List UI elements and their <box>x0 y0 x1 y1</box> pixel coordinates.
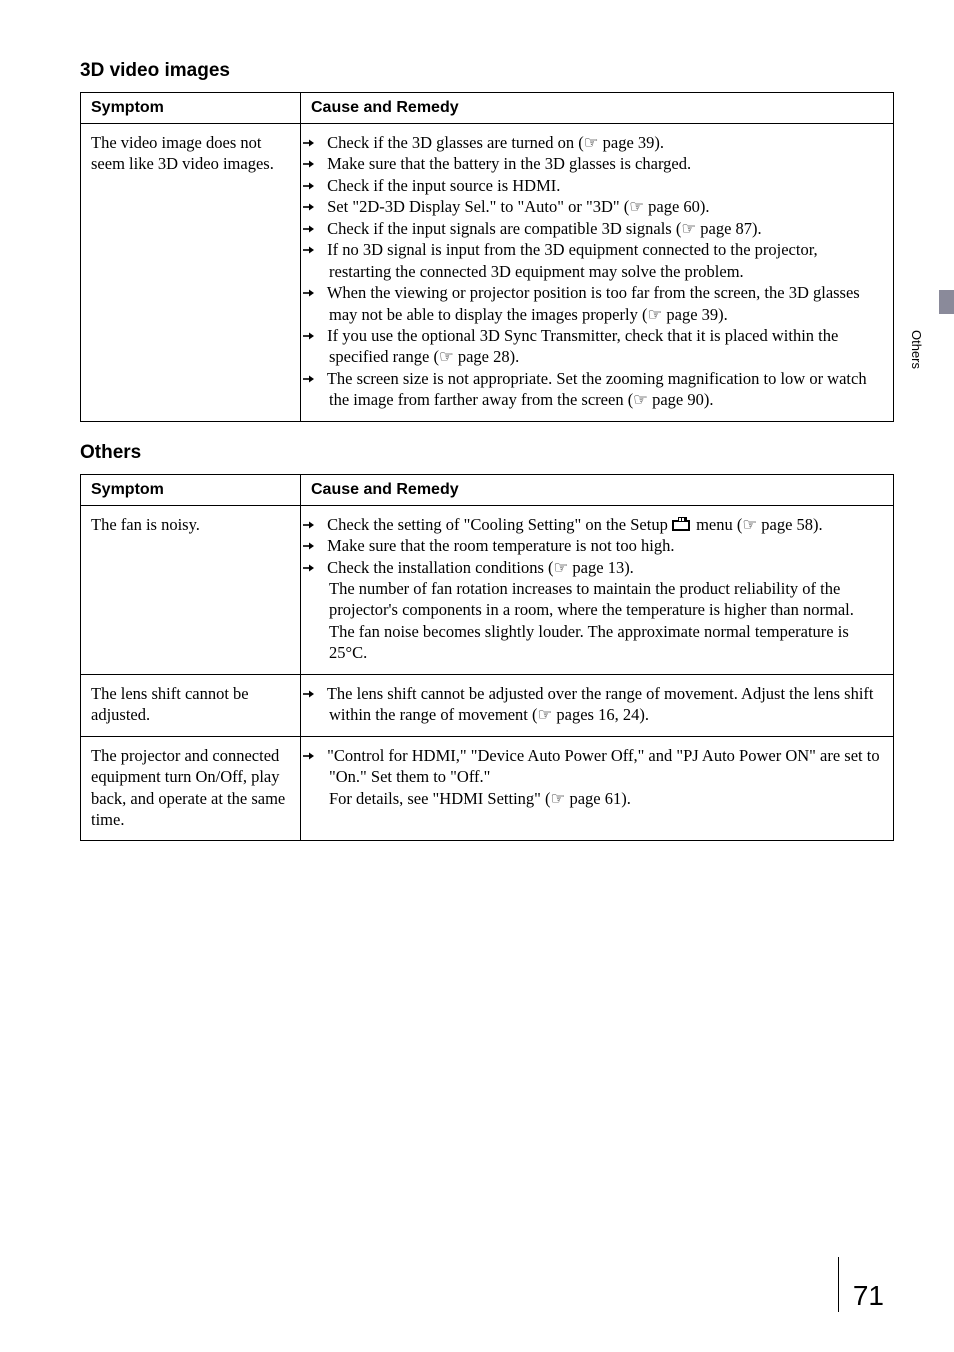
arrow-icon <box>311 196 323 217</box>
remedy-item: Check if the input signals are compatibl… <box>311 218 883 239</box>
remedy-item: Make sure that the battery in the 3D gla… <box>311 153 883 174</box>
section-title: Others <box>80 442 894 464</box>
arrow-icon <box>311 218 323 239</box>
remedy-item: The lens shift cannot be adjusted over t… <box>311 683 883 726</box>
remedy-item: Check if the input source is HDMI. <box>311 175 883 196</box>
symptom-cell: The projector and connected equipment tu… <box>81 736 301 841</box>
setup-icon <box>672 515 692 534</box>
section-title: 3D video images <box>80 60 894 82</box>
arrow-icon <box>311 325 323 346</box>
remedy-item: Make sure that the room temperature is n… <box>311 535 883 556</box>
table-row: The fan is noisy. Check the setting of "… <box>81 505 894 674</box>
remedy-item: If you use the optional 3D Sync Transmit… <box>311 325 883 368</box>
arrow-icon <box>311 282 323 303</box>
troubleshoot-table: SymptomCause and RemedyThe fan is noisy.… <box>80 474 894 842</box>
table-row: The lens shift cannot be adjusted. The l… <box>81 674 894 736</box>
arrow-icon <box>311 557 323 578</box>
remedy-item: Check if the 3D glasses are turned on (☞… <box>311 132 883 153</box>
remedy-item: The screen size is not appropriate. Set … <box>311 368 883 411</box>
remedy-cell: The lens shift cannot be adjusted over t… <box>301 674 894 736</box>
arrow-icon <box>311 132 323 153</box>
table-row: The video image does not seem like 3D vi… <box>81 124 894 422</box>
remedy-item: Check the installation conditions (☞ pag… <box>311 557 883 664</box>
arrow-icon <box>311 153 323 174</box>
remedy-item: If no 3D signal is input from the 3D equ… <box>311 239 883 282</box>
table-row: The projector and connected equipment tu… <box>81 736 894 841</box>
page-number-rule <box>838 1257 839 1312</box>
arrow-icon <box>311 175 323 196</box>
remedy-cell: Check if the 3D glasses are turned on (☞… <box>301 124 894 422</box>
remedy-item: "Control for HDMI," "Device Auto Power O… <box>311 745 883 809</box>
page-number: 71 <box>853 1280 884 1312</box>
arrow-icon <box>311 239 323 260</box>
symptom-cell: The video image does not seem like 3D vi… <box>81 124 301 422</box>
side-tab-label: Others <box>909 330 924 369</box>
troubleshoot-table: SymptomCause and RemedyThe video image d… <box>80 92 894 422</box>
side-accent-bar <box>939 290 954 314</box>
remedy-cell: "Control for HDMI," "Device Auto Power O… <box>301 736 894 841</box>
arrow-icon <box>311 745 323 766</box>
remedy-item: When the viewing or projector position i… <box>311 282 883 325</box>
col-header-symptom: Symptom <box>81 93 301 124</box>
col-header-symptom: Symptom <box>81 474 301 505</box>
arrow-icon <box>311 368 323 389</box>
symptom-cell: The lens shift cannot be adjusted. <box>81 674 301 736</box>
remedy-cell: Check the setting of "Cooling Setting" o… <box>301 505 894 674</box>
remedy-item: Check the setting of "Cooling Setting" o… <box>311 514 883 535</box>
col-header-remedy: Cause and Remedy <box>301 474 894 505</box>
arrow-icon <box>311 535 323 556</box>
arrow-icon <box>311 683 323 704</box>
col-header-remedy: Cause and Remedy <box>301 93 894 124</box>
symptom-cell: The fan is noisy. <box>81 505 301 674</box>
arrow-icon <box>311 514 323 535</box>
remedy-item: Set "2D-3D Display Sel." to "Auto" or "3… <box>311 196 883 217</box>
